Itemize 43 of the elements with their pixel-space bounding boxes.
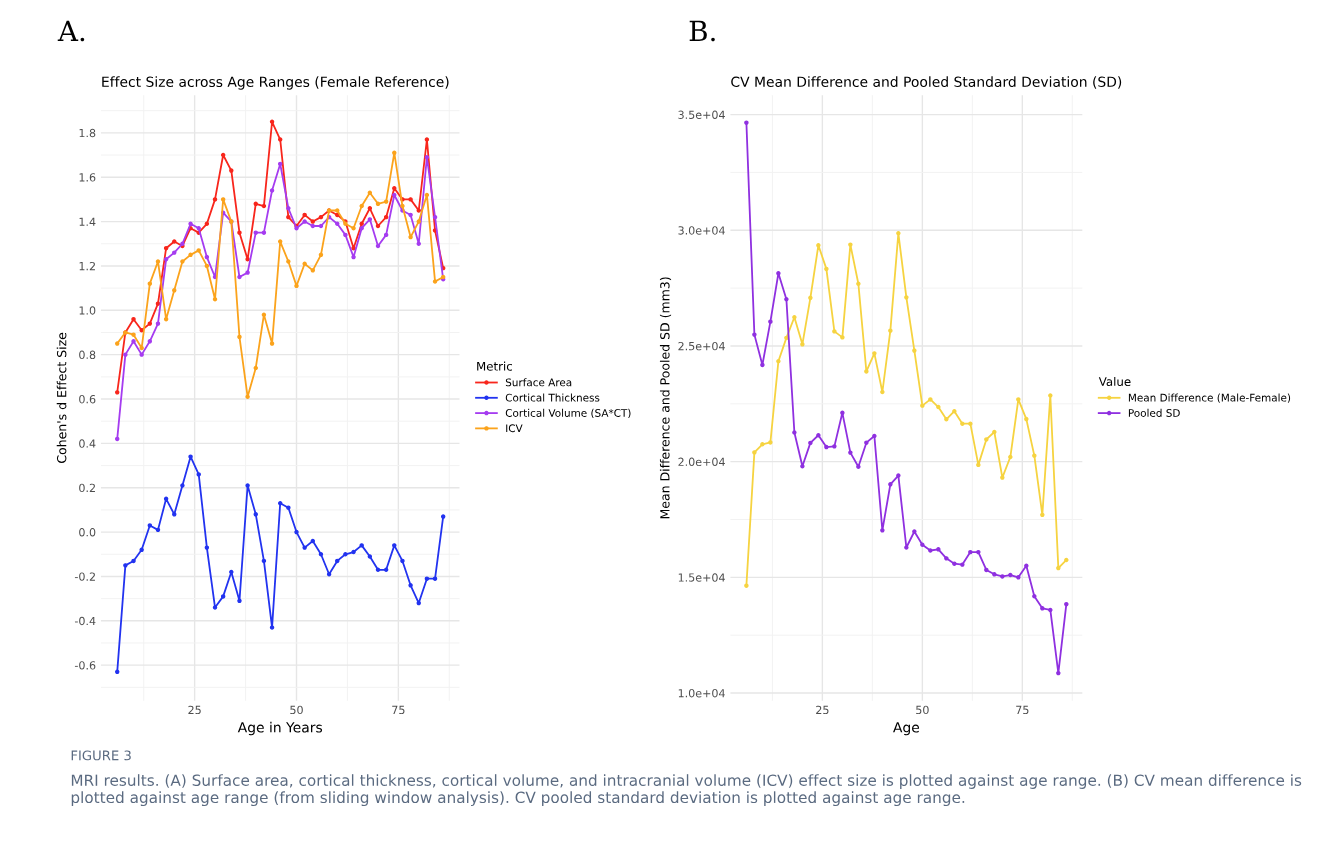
x-tick-label: 25	[188, 705, 201, 715]
y-tick-label: 1.6	[79, 173, 96, 182]
text: MRI results. (A) Surface area, cortical thickness, cortical volume, and intracranial volume (ICV) effect size is plotted against age range. (B) CV mean difference is plotted against age range (from sliding window analysis). CV pooled standard deviation is plotted against age range.	[71, 774, 1302, 807]
y-tick-label: 3.5e+04	[678, 110, 725, 119]
chart-title: Effect Size across Age Ranges (Female Reference)	[102, 76, 449, 90]
y-tick-label: 1.2	[79, 261, 95, 271]
legend-label: Cortical Volume (SA*CT)	[505, 408, 631, 419]
y-tick-label: 0.2	[79, 483, 95, 493]
legend-label: Pooled SD	[1128, 408, 1180, 417]
text: B.	[689, 20, 715, 42]
x-tick-label: 50	[916, 705, 929, 715]
y-axis-title: Cohen's d Effect Size	[56, 332, 67, 463]
y-tick-label: 0.8	[79, 350, 96, 360]
y-tick-label: 1.8	[79, 128, 96, 138]
x-tick-label: 50	[290, 705, 303, 715]
y-tick-label: 2.5e+04	[678, 341, 725, 351]
y-tick-label: 1.5e+04	[678, 573, 725, 582]
x-tick-label: 75	[1016, 705, 1029, 715]
y-tick-label: 2.0e+04	[678, 457, 725, 467]
x-axis-title: Age in Years	[237, 721, 323, 736]
x-axis-title: Age	[893, 722, 920, 736]
y-tick-label: 0.6	[79, 394, 96, 404]
text: A.	[57, 20, 85, 42]
caption: FIGURE 3	[71, 750, 131, 761]
y-tick-label: 1.0e+04	[678, 688, 725, 698]
legend-label: ICV	[506, 424, 523, 433]
y-tick-label: 1.0	[79, 306, 96, 315]
legend-label: Mean Difference (Male-Female)	[1128, 393, 1291, 403]
y-axis-title: Mean Difference and Pooled SD (mm3)	[659, 277, 672, 519]
x-tick-label: 75	[392, 705, 405, 715]
y-tick-label: 3.0e+04	[678, 226, 725, 235]
y-tick-label: -0.6	[74, 661, 96, 670]
legend-label: Cortical Thickness	[505, 393, 600, 402]
chart-title: CV Mean Difference and Pooled Standard Deviation (SD)	[731, 76, 1122, 89]
legend-label: Surface Area	[505, 378, 572, 387]
x-tick-label: 25	[816, 705, 829, 715]
y-tick-label: 1.4	[79, 217, 96, 226]
y-tick-label: 0.0	[79, 528, 96, 537]
legend-title: Metric	[477, 361, 512, 371]
y-tick-label: -0.2	[74, 572, 95, 581]
legend-title: Value	[1098, 376, 1131, 387]
y-tick-label: -0.4	[74, 616, 96, 626]
y-tick-label: 0.4	[79, 439, 96, 448]
